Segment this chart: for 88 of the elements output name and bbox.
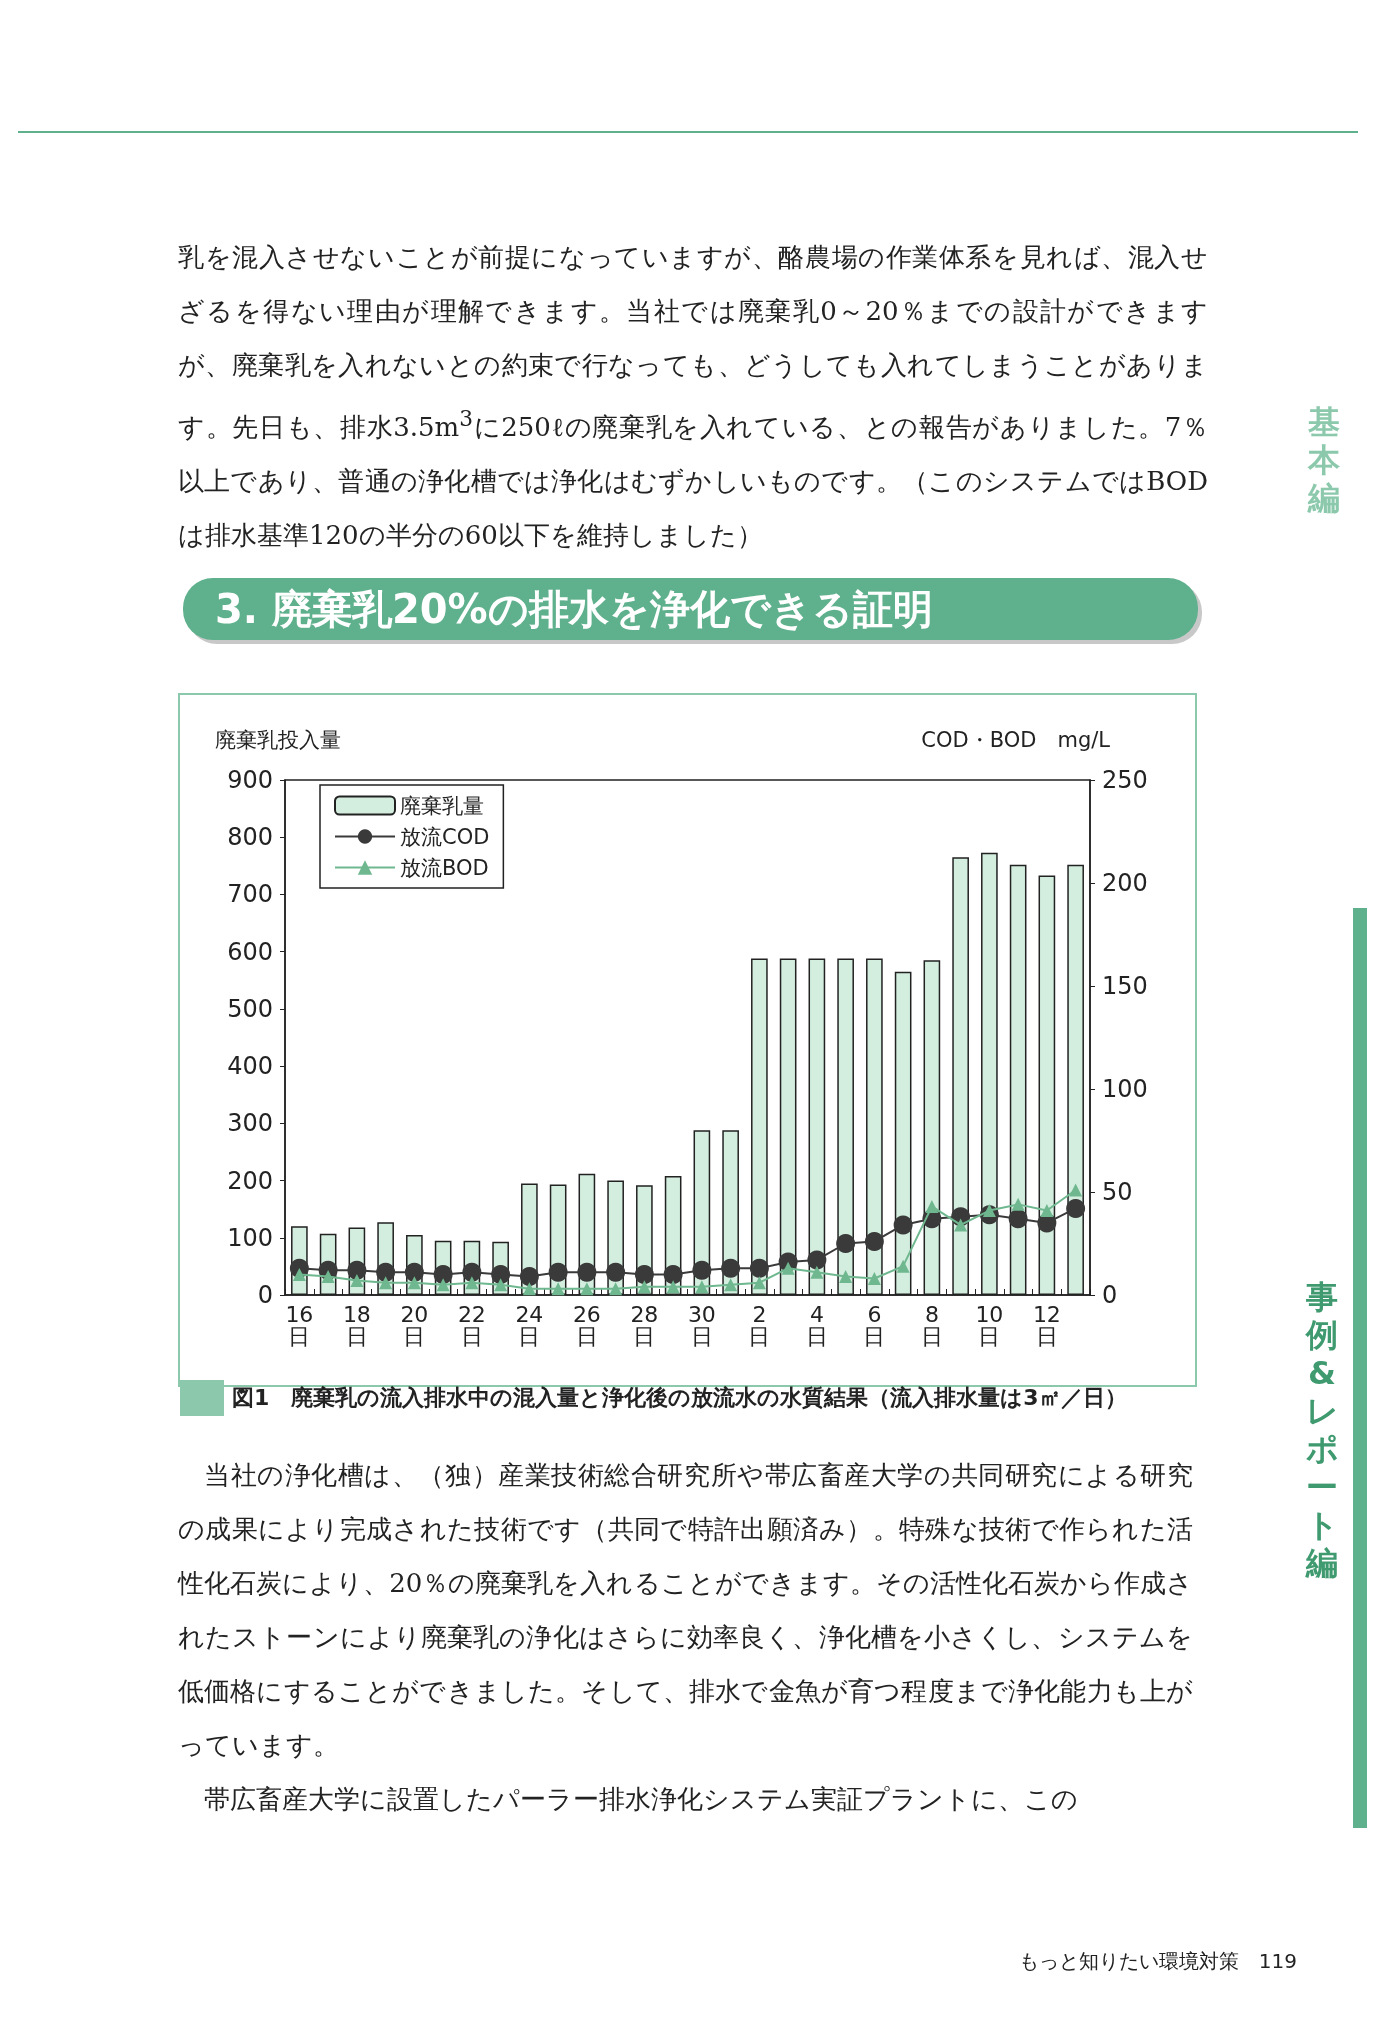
- point: [1008, 1209, 1028, 1229]
- y-tick-label: 400: [227, 1052, 273, 1081]
- point: [580, 1282, 594, 1296]
- point: [724, 1278, 738, 1292]
- x-tick-label: 26 日: [572, 1301, 601, 1349]
- x-tick-label: 20 日: [400, 1301, 429, 1349]
- point: [433, 1264, 453, 1284]
- text: 乳を混入させないことが前提になっていますが、酪農場の作業体系を見れば、混入せざるを得ない理由が理解できます。当社では廃棄乳0～20％までの設計ができますが、廃棄乳を入れないとの約束で行なっても、どうしても入れてしまうことがあります。先日も、排水3.5m$^{3}$に250ℓの廃棄乳を入れている、との報告がありました。7％以上であり、普通の浄化槽では浄化はむずかしいものです。（このシステムではBODは排水基準120の半分の60以下を維持しました）: [178, 242, 1208, 550]
- y2-tick-label: 150: [1102, 972, 1148, 1000]
- point: [807, 1250, 827, 1270]
- x-tick-label: 30 日: [687, 1301, 716, 1349]
- point: [379, 1276, 393, 1290]
- point: [634, 1264, 654, 1284]
- legend-label: 放流COD: [400, 824, 490, 849]
- point: [609, 1282, 623, 1296]
- point: [692, 1260, 712, 1280]
- text: 当社の浄化槽は、（独）産業技術総合研究所や帯広畜産大学の共同研究による研究の成果により完成された技術です（共同で特許出願済み）。特殊な技術で作られた活性化石炭により、20％の廃棄乳を入れることができます。その活性化石炭から作成されたストーンにより廃棄乳の浄化はさらに効率良く、浄化槽を小さくし、システムを低価格にすることができました。そして、排水で金魚が育つ程度まで浄化能力も上がっています。: [178, 1459, 1194, 1762]
- point: [666, 1280, 680, 1294]
- y2-tick-label: 250: [1102, 766, 1148, 794]
- point: [1066, 1198, 1086, 1218]
- point: [1040, 1204, 1054, 1218]
- x-tick-label: 18 日: [342, 1301, 371, 1349]
- point: [522, 1282, 536, 1296]
- x-tick-label: 10 日: [975, 1301, 1004, 1349]
- y-axis-title: 廃棄乳投入量: [215, 727, 341, 752]
- point: [695, 1280, 709, 1294]
- point: [548, 1262, 568, 1282]
- point: [663, 1264, 683, 1284]
- y-tick-label: 100: [227, 1223, 273, 1252]
- x-tick-label: 22 日: [457, 1301, 486, 1349]
- point: [867, 1272, 881, 1286]
- y-tick-label: 800: [227, 823, 273, 852]
- y-tick-label: 900: [227, 766, 273, 794]
- x-tick-label: 6 日: [863, 1301, 886, 1349]
- point: [721, 1258, 741, 1278]
- caption: 図1 廃棄乳の流入排水中の混入量と浄化後の放流水の水質結果（流入排水量は3㎡／日）: [180, 1380, 1252, 1416]
- y-tick-label: 200: [227, 1166, 273, 1195]
- x-tick-label: 2 日: [748, 1301, 771, 1349]
- point: [407, 1276, 421, 1290]
- point: [350, 1274, 364, 1288]
- y2-tick-label: 0: [1102, 1281, 1118, 1309]
- text: もっと知りたい環境対策 119: [1018, 1948, 1297, 1975]
- y-tick-label: 700: [227, 880, 273, 909]
- point: [893, 1215, 913, 1235]
- point: [465, 1276, 479, 1290]
- text: 帯広畜産大学に設置したパーラー排水浄化システム実証プラントに、この: [203, 1783, 1079, 1816]
- text: 基本編: [1306, 403, 1341, 517]
- point: [1069, 1183, 1083, 1197]
- point: [404, 1262, 424, 1282]
- y-tick-label: 500: [227, 994, 273, 1023]
- y-tick-label: 0: [257, 1281, 273, 1309]
- x-tick-label: 28 日: [630, 1301, 659, 1349]
- chart-title: 3. 廃棄乳20%の排水を浄化できる証明: [183, 578, 1198, 640]
- point: [376, 1262, 396, 1282]
- y2-axis-title: COD・BOD mg/L: [921, 727, 1111, 752]
- point: [494, 1278, 508, 1292]
- x-tick-label: 16 日: [285, 1301, 314, 1349]
- y2-tick-label: 200: [1102, 869, 1148, 897]
- legend-label: 廃棄乳量: [400, 793, 484, 818]
- point: [491, 1264, 511, 1284]
- point: [577, 1262, 597, 1282]
- point: [810, 1265, 824, 1279]
- point: [436, 1278, 450, 1292]
- point: [836, 1234, 856, 1253]
- x-tick-label: 4 日: [805, 1301, 828, 1349]
- point: [462, 1262, 482, 1282]
- point: [752, 1276, 766, 1290]
- x-tick-label: 8 日: [920, 1301, 943, 1349]
- point: [551, 1282, 565, 1296]
- point: [606, 1262, 626, 1282]
- point: [1011, 1197, 1025, 1211]
- x-tick-label: 24 日: [515, 1301, 544, 1349]
- y-tick-label: 300: [227, 1109, 273, 1138]
- point: [347, 1260, 367, 1280]
- point: [749, 1258, 769, 1278]
- y2-tick-label: 100: [1102, 1075, 1148, 1103]
- point: [519, 1266, 539, 1286]
- text: 事例&レポート編: [1304, 1278, 1340, 1582]
- x-tick-label: 12 日: [1032, 1301, 1061, 1349]
- point: [925, 1199, 939, 1213]
- point: [896, 1259, 910, 1273]
- point: [839, 1269, 853, 1283]
- legend-label: 放流BOD: [400, 855, 489, 880]
- point: [637, 1280, 651, 1294]
- point: [954, 1218, 968, 1232]
- y-tick-label: 600: [227, 937, 273, 966]
- point: [864, 1231, 884, 1251]
- y2-tick-label: 50: [1102, 1178, 1133, 1206]
